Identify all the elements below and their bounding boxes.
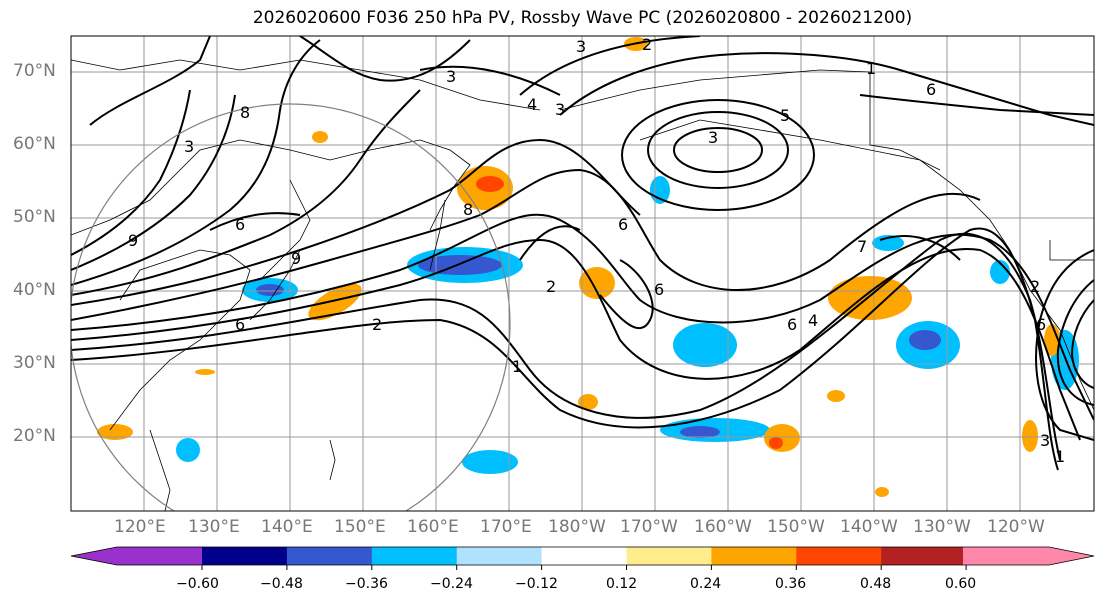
contour-label: 6 [787, 315, 797, 334]
contour-label: 1 [1055, 447, 1065, 466]
contour-label: 6 [235, 215, 245, 234]
lon-label: 160°E [407, 517, 459, 537]
contour-label: 3 [576, 37, 586, 56]
contour-label: 6 [926, 80, 936, 99]
lat-label: 30°N [13, 353, 56, 373]
contour-label: 6 [235, 315, 245, 334]
colorbar-tick-label: −0.60 [176, 576, 219, 592]
reference-circle [71, 103, 511, 511]
lon-label: 150°W [767, 517, 825, 537]
colorbar-tick-label: 0.48 [860, 576, 892, 592]
lat-label: 50°N [13, 207, 56, 227]
map-title: 2026020600 F036 250 hPa PV, Rossby Wave … [252, 8, 913, 28]
contour-label: 4 [527, 95, 537, 114]
contour-label: 8 [240, 103, 250, 122]
colorbar-tick-label: −0.48 [260, 576, 303, 592]
contour-label: 6 [654, 280, 664, 299]
lat-label: 40°N [13, 280, 56, 300]
colorbar-tick-label: 0.60 [945, 576, 977, 592]
contour-label: 9 [291, 249, 301, 268]
colorbar-tick-label: −0.12 [515, 576, 558, 592]
colorbar-tick-label: 0.24 [690, 576, 722, 592]
contour-label: 1 [512, 357, 522, 376]
graticule [71, 36, 1094, 511]
contour-label: 5 [780, 106, 790, 125]
colorbar-tick-label: −0.36 [345, 576, 388, 592]
contour-label: 6 [1036, 315, 1046, 334]
contour-label: 3 [555, 100, 565, 119]
map-frame [70, 35, 1095, 512]
lon-label: 120°E [114, 517, 166, 537]
lat-label: 20°N [13, 426, 56, 446]
colorbar-tick-label: −0.24 [430, 576, 473, 592]
lon-label: 130°W [913, 517, 971, 537]
colorbar-tick-label: 0.36 [775, 576, 807, 592]
lon-label: 130°E [188, 517, 240, 537]
contour-label: 4 [808, 311, 818, 330]
lon-label: 170°W [620, 517, 678, 537]
contour-label: 2 [1030, 277, 1040, 296]
contour-label: 8 [463, 200, 473, 219]
contour-label: 3 [708, 128, 718, 147]
lon-label: 120°W [987, 517, 1045, 537]
contour-label: 9 [128, 231, 138, 250]
lon-label: 180°W [548, 517, 606, 537]
contour-label: 3 [446, 67, 456, 86]
contour-label: 7 [857, 237, 867, 256]
pv-anomaly-shading [97, 37, 1079, 497]
contour-label: 6 [618, 215, 628, 234]
lon-label: 150°E [334, 517, 386, 537]
lon-label: 140°E [261, 517, 313, 537]
colorbar-tick-label: 0.12 [606, 576, 638, 592]
contour-label: 3 [184, 137, 194, 156]
lat-label: 70°N [13, 61, 56, 81]
lat-label: 60°N [13, 134, 56, 154]
contour-labels: 3 2 3 4 3 5 6 3 8 3 8 9 6 6 6 2 2 6 9 2 … [128, 35, 1065, 466]
contour-label: 1 [866, 59, 876, 78]
lon-label: 170°E [480, 517, 532, 537]
contour-label: 2 [546, 277, 556, 296]
contour-label: 2 [642, 35, 652, 54]
lon-label: 140°W [840, 517, 898, 537]
contour-label: 3 [1040, 431, 1050, 450]
lon-label: 160°W [694, 517, 752, 537]
pv-contours [71, 36, 1094, 471]
contour-label: 2 [372, 315, 382, 334]
